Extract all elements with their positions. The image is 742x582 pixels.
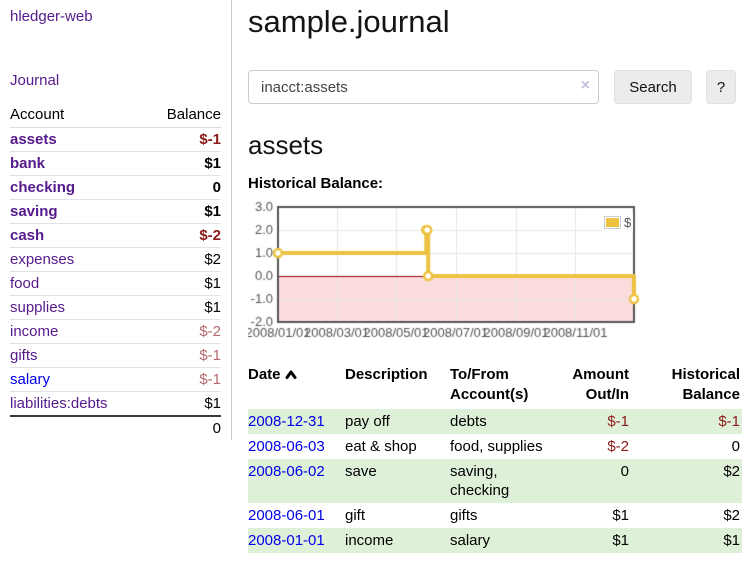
account-row: assets $-1 <box>10 128 221 152</box>
account-link-bank[interactable]: bank <box>10 155 46 172</box>
account-balance: 0 <box>145 175 221 200</box>
transaction-accounts: saving, checking <box>450 459 560 503</box>
transaction-description: income <box>345 528 450 553</box>
account-link-saving[interactable]: saving <box>10 203 58 220</box>
page-title: sample.journal <box>248 4 450 39</box>
transaction-historical-balance: $2 <box>723 507 740 524</box>
account-balance: $-2 <box>145 223 221 248</box>
account-link-liabilities-debts[interactable]: liabilities:debts <box>10 395 108 412</box>
help-button[interactable]: ? <box>706 70 736 104</box>
account-balance: $1 <box>145 391 221 416</box>
account-balance: $1 <box>145 199 221 224</box>
transaction-amount: 0 <box>560 459 637 503</box>
transaction-date-link[interactable]: 2008-06-01 <box>248 507 325 524</box>
legend-label: $ <box>624 215 632 230</box>
account-row: supplies $1 <box>10 295 221 320</box>
account-balance: $-2 <box>145 319 221 344</box>
page: hledger-web Journal Account Balance asse… <box>0 0 742 553</box>
transaction-date-link[interactable]: 2008-06-03 <box>248 438 325 455</box>
account-balance: $-1 <box>145 367 221 392</box>
account-row: saving $1 <box>10 199 221 224</box>
register-row: 2008-06-03 eat & shop food, supplies $-2… <box>248 434 742 459</box>
search-input[interactable] <box>248 70 599 104</box>
account-link-salary[interactable]: salary <box>10 371 51 388</box>
sidebar-item-journal[interactable]: Journal <box>10 72 60 89</box>
transaction-accounts: salary <box>450 528 560 553</box>
app-title-link[interactable]: hledger-web <box>10 8 93 25</box>
transaction-description: eat & shop <box>345 438 417 455</box>
search-form: × Search ? <box>248 70 736 104</box>
account-link-gifts[interactable]: gifts <box>10 347 38 364</box>
account-row: cash $-2 <box>10 223 221 248</box>
account-link-food[interactable]: food <box>10 275 40 292</box>
account-row: salary $-1 <box>10 367 221 392</box>
account-balance: $-1 <box>199 131 221 148</box>
accounts-header-balance: Balance <box>145 103 221 128</box>
transaction-description: save <box>345 459 450 503</box>
account-row: expenses $2 <box>10 247 221 272</box>
transaction-amount: $-1 <box>560 409 637 434</box>
transaction-historical-balance: $1 <box>637 528 742 553</box>
register-header-historical: Historical Balance <box>671 366 740 403</box>
account-row: gifts $-1 <box>10 343 221 368</box>
register-header-date[interactable]: Date <box>248 363 345 409</box>
register-table: Date Description To/From Account(s) Amou… <box>248 363 742 553</box>
account-balance: $1 <box>145 271 221 296</box>
chart-legend: $ <box>602 214 634 231</box>
register-row: 2008-01-01 income salary $1 $1 <box>248 528 742 553</box>
search-button[interactable]: Search <box>614 70 692 104</box>
account-link-supplies[interactable]: supplies <box>10 299 66 316</box>
register-row: 2008-06-01 gift gifts $1 $2 <box>248 503 742 528</box>
transaction-accounts: debts <box>450 409 560 434</box>
account-link-expenses[interactable]: expenses <box>10 251 75 268</box>
transaction-description: gift <box>345 507 366 524</box>
account-link-checking[interactable]: checking <box>10 179 76 196</box>
transaction-date-link[interactable]: 2008-12-31 <box>248 413 325 430</box>
account-balance: $1 <box>145 151 221 176</box>
account-heading: assets <box>248 130 324 160</box>
transaction-accounts: food, supplies <box>450 438 543 455</box>
register-row: 2008-12-31 pay off debts $-1 $-1 <box>248 409 742 434</box>
account-link-assets[interactable]: assets <box>10 131 57 148</box>
clear-search-icon[interactable]: × <box>580 77 590 94</box>
account-balance: $1 <box>145 295 221 320</box>
chart-title: Historical Balance: <box>248 175 384 192</box>
account-row: liabilities:debts $1 <box>10 391 221 416</box>
transaction-accounts: gifts <box>450 507 478 524</box>
transaction-date-link[interactable]: 2008-06-02 <box>248 463 325 480</box>
accounts-header-account: Account <box>10 103 146 128</box>
legend-swatch-icon <box>604 216 621 229</box>
account-balance: $2 <box>145 247 221 272</box>
account-row: checking 0 <box>10 175 221 200</box>
account-link-cash[interactable]: cash <box>10 227 45 244</box>
transaction-historical-balance: $-1 <box>637 409 742 434</box>
register-header-amount: Amount Out/In <box>572 366 629 403</box>
account-row: bank $1 <box>10 151 221 176</box>
transaction-amount: $-2 <box>607 438 629 455</box>
account-link-income[interactable]: income <box>10 323 59 340</box>
accounts-total-value: 0 <box>145 415 221 440</box>
transaction-description: pay off <box>345 409 450 434</box>
sidebar: hledger-web Journal Account Balance asse… <box>0 0 232 440</box>
chart-canvas <box>248 201 640 343</box>
transaction-date-link[interactable]: 2008-01-01 <box>248 532 325 549</box>
sort-ascending-icon <box>285 365 297 385</box>
accounts-total-row: 0 <box>10 415 221 440</box>
register-header-accounts: To/From Account(s) <box>450 366 529 403</box>
transaction-historical-balance: $2 <box>637 459 742 503</box>
register-row: 2008-06-02 save saving, checking 0 $2 <box>248 459 742 503</box>
transaction-amount: $1 <box>612 507 629 524</box>
transaction-historical-balance: 0 <box>731 438 740 455</box>
main-content: sample.journal × Search ? assets Histori… <box>232 0 742 553</box>
register-header-description: Description <box>345 366 428 383</box>
historical-balance-chart: $ <box>248 201 640 343</box>
transaction-amount: $1 <box>560 528 637 553</box>
accounts-table: Account Balance assets $-1 bank $1 check… <box>10 103 221 440</box>
account-row: income $-2 <box>10 319 221 344</box>
account-row: food $1 <box>10 271 221 296</box>
account-balance: $-1 <box>145 343 221 368</box>
